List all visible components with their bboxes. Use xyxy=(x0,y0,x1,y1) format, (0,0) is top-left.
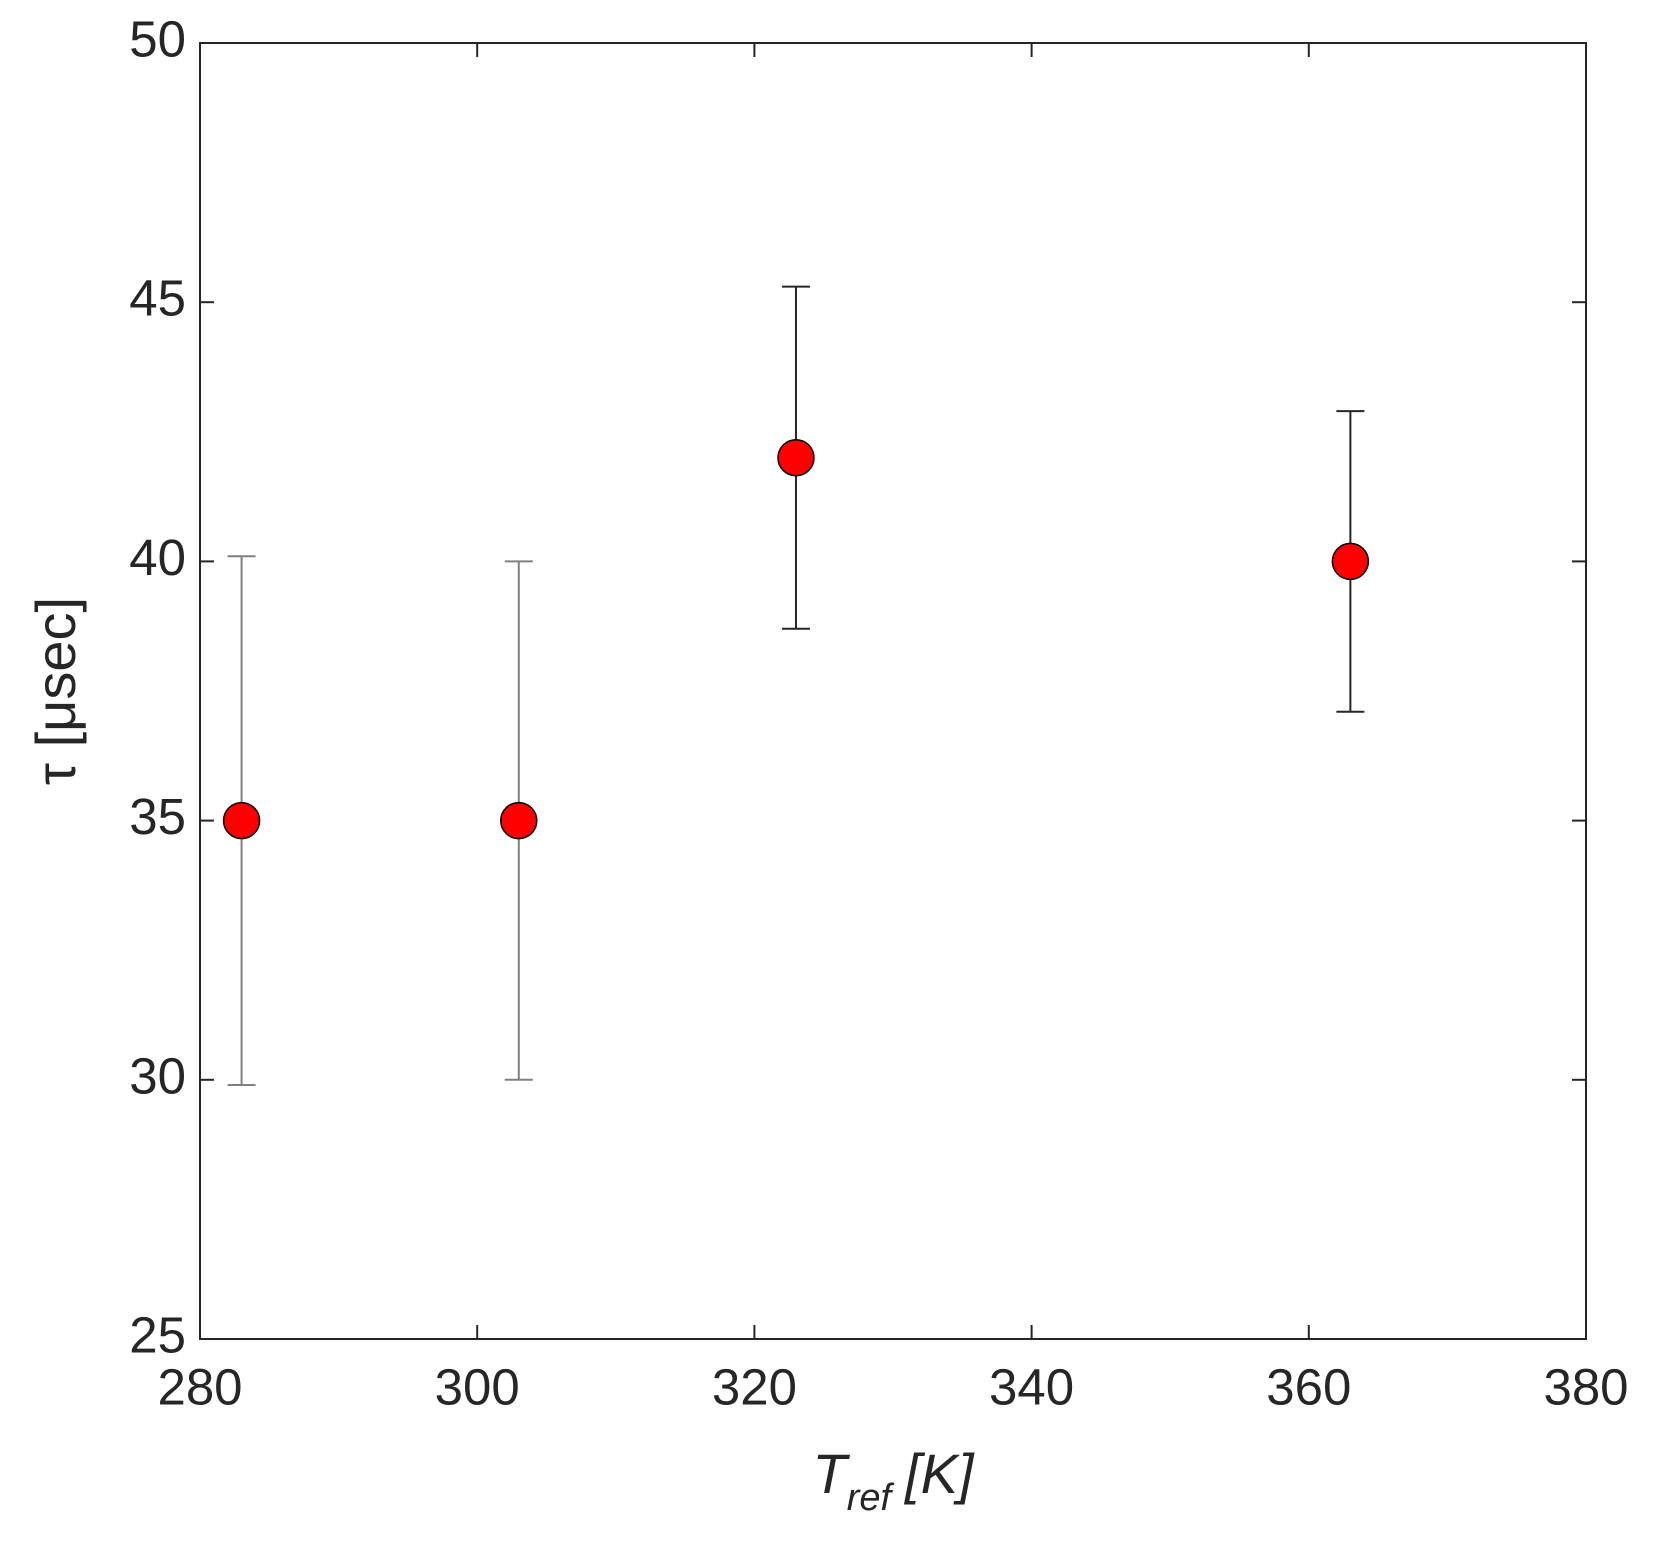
x-tick-label: 360 xyxy=(1266,1358,1351,1415)
point xyxy=(1331,542,1370,581)
x-label-main: T xyxy=(812,1442,850,1505)
y-tick-label: 50 xyxy=(129,10,186,67)
x-tick-label: 380 xyxy=(1543,1358,1628,1415)
x-tick-label: 340 xyxy=(989,1358,1074,1415)
y-axis-label: τ [μsec] xyxy=(24,597,87,785)
plot-frame xyxy=(199,42,1587,1340)
x-tick-label: 280 xyxy=(157,1358,242,1415)
x-axis-label: Tref [K] xyxy=(812,1442,974,1519)
point xyxy=(222,801,261,840)
point xyxy=(777,438,815,477)
x-tick-label: 320 xyxy=(712,1358,797,1415)
y-tick-label: 25 xyxy=(129,1306,186,1363)
x-label-unit: [K] xyxy=(903,1442,975,1505)
point xyxy=(500,801,538,840)
y-tick-label: 30 xyxy=(129,1047,186,1104)
y-tick-label: 45 xyxy=(129,270,186,327)
x-label-sub: ref xyxy=(847,1477,895,1519)
y-tick-label: 40 xyxy=(129,529,186,586)
x-tick-label: 300 xyxy=(435,1358,520,1415)
y-tick-label: 35 xyxy=(129,788,186,845)
